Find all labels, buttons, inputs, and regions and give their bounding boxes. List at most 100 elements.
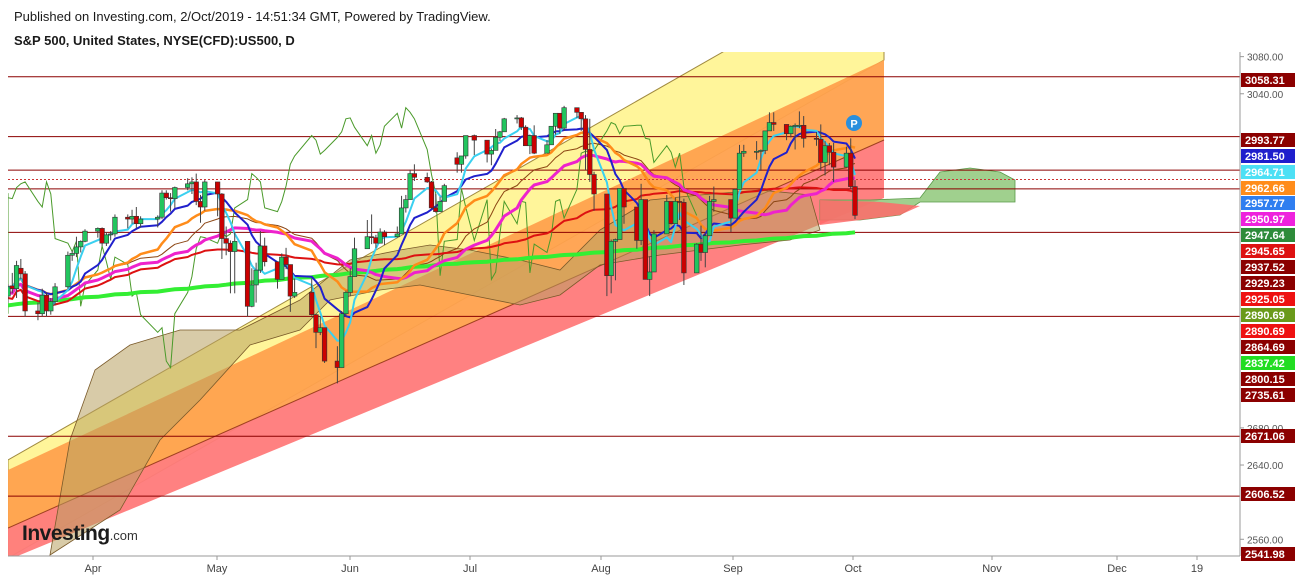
- price-label-bg: [1241, 292, 1295, 306]
- price-label-text: 2945.65: [1245, 246, 1285, 258]
- price-label-bg: [1241, 149, 1295, 163]
- candle-body: [818, 138, 824, 163]
- candle-body: [108, 233, 114, 236]
- candle: [13, 260, 20, 298]
- candle-body: [758, 150, 764, 152]
- candle: [822, 141, 828, 176]
- candle-body: [253, 269, 259, 286]
- candle: [608, 239, 614, 294]
- candle: [35, 302, 41, 321]
- candle: [103, 232, 109, 246]
- candle: [848, 138, 854, 189]
- candle-body: [377, 231, 383, 244]
- price-label-bg: [1241, 244, 1295, 258]
- candle: [501, 117, 507, 133]
- candle: [257, 231, 263, 273]
- cloud-future-red: [820, 200, 920, 225]
- candle-body: [129, 215, 135, 220]
- candle: [561, 105, 567, 131]
- price-label-bg: [1241, 73, 1295, 87]
- candle: [369, 214, 375, 245]
- candle: [112, 214, 118, 237]
- candle-body: [552, 112, 559, 127]
- candle: [163, 190, 169, 200]
- price-label: 2962.66: [1241, 181, 1295, 195]
- price-label-bg: [1241, 324, 1295, 338]
- candle: [587, 118, 593, 182]
- candle-body: [424, 176, 430, 183]
- candle-body: [223, 238, 229, 244]
- candle-body: [463, 135, 469, 157]
- candle-body: [488, 150, 494, 155]
- candle: [488, 148, 494, 166]
- price-label: 2890.69: [1241, 324, 1295, 338]
- candle: [108, 231, 114, 241]
- candle-body: [591, 174, 597, 195]
- price-label: 2937.52: [1241, 260, 1295, 274]
- candle: [292, 278, 298, 298]
- candle: [617, 188, 623, 240]
- candle-body: [215, 181, 221, 195]
- candle-body: [18, 267, 24, 275]
- p-badge-icon: [846, 115, 862, 131]
- price-label-bg: [1241, 372, 1295, 386]
- candle: [736, 144, 743, 190]
- price-label: 2735.61: [1241, 388, 1295, 402]
- candle-body: [608, 241, 614, 276]
- price-label-text: 2890.69: [1245, 310, 1285, 322]
- x-tick-label: 19: [1191, 563, 1203, 575]
- candle-body: [527, 135, 533, 147]
- candle-body: [801, 125, 807, 139]
- price-label-text: 2981.50: [1245, 151, 1285, 163]
- candle-body: [754, 151, 760, 153]
- candle-body: [617, 188, 623, 240]
- candle-body: [309, 292, 315, 315]
- candle: [339, 310, 345, 368]
- x-tick-label: Nov: [982, 563, 1002, 575]
- candle-body: [287, 264, 293, 297]
- candle-body: [544, 144, 550, 154]
- candle: [548, 125, 554, 146]
- price-label-text: 3058.31: [1245, 75, 1285, 87]
- candle-body: [578, 112, 584, 120]
- candle: [129, 209, 135, 224]
- price-label-bg: [1241, 308, 1295, 322]
- candle: [133, 206, 139, 229]
- candle: [544, 140, 550, 154]
- candle: [642, 199, 648, 280]
- x-tick-label: Jul: [463, 563, 477, 575]
- candle-body: [73, 246, 80, 254]
- candle-body: [257, 245, 263, 271]
- price-label-bg: [1241, 196, 1295, 210]
- candle-body: [35, 310, 41, 315]
- candle-body: [373, 237, 379, 244]
- candle: [321, 327, 328, 363]
- price-label: 2671.06: [1241, 429, 1295, 443]
- price-label-bg: [1241, 487, 1295, 501]
- candle: [677, 187, 683, 220]
- candle: [668, 201, 674, 225]
- candle-body: [458, 155, 465, 165]
- candle: [754, 141, 760, 160]
- candle-body: [441, 185, 447, 202]
- candle: [706, 195, 713, 237]
- candle-body: [711, 199, 717, 202]
- price-axis: 3080.003040.002680.002640.002560.003058.…: [1239, 52, 1299, 561]
- candle-body: [848, 152, 854, 187]
- candle: [22, 271, 28, 317]
- candle: [78, 240, 84, 253]
- candle: [279, 253, 285, 280]
- candle-body: [642, 199, 648, 280]
- y-tick-label: 2560.00: [1247, 535, 1284, 546]
- p-marker: P: [846, 115, 862, 131]
- candle: [458, 155, 465, 173]
- candle: [185, 178, 191, 191]
- candle-body: [197, 201, 204, 208]
- candle-body: [771, 122, 777, 125]
- candle-body: [741, 151, 747, 154]
- candle: [283, 247, 289, 270]
- candle: [531, 125, 537, 155]
- candle: [18, 258, 24, 280]
- candle: [364, 219, 370, 250]
